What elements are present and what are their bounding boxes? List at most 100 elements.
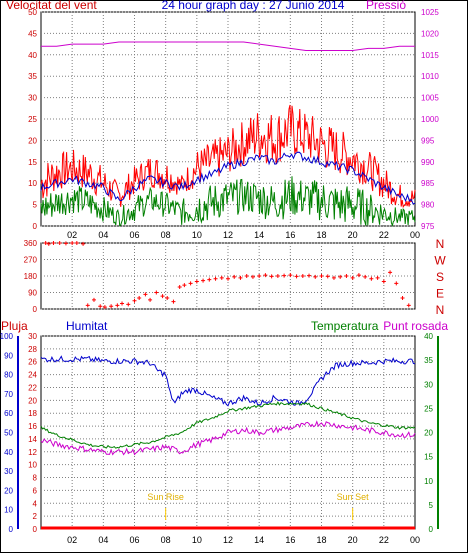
- wind-direction-point: [109, 304, 114, 309]
- wind-direction-point: [63, 241, 68, 246]
- temperature-tick-label: 35: [424, 356, 433, 365]
- pressure-tick-label: 995: [421, 136, 435, 145]
- rain-tick-label: 6: [33, 486, 38, 495]
- wind-direction-point: [294, 274, 299, 279]
- rain-tick-label: 18: [28, 409, 37, 418]
- wind-tick-label: 40: [28, 51, 37, 60]
- rain-tick-label: 0: [33, 525, 38, 534]
- wind-tick-label: 0: [33, 222, 38, 231]
- compass-label: N: [436, 237, 445, 251]
- temperature-label: Temperatura: [311, 319, 379, 333]
- rain-tick-label: 10: [28, 461, 37, 470]
- pressure-series: [41, 41, 415, 51]
- wind-direction-point: [344, 274, 349, 278]
- rain-tick-label: 14: [28, 435, 37, 444]
- wind-direction-point: [91, 297, 96, 302]
- rain-tick-label: 12: [28, 448, 37, 457]
- x-tick-label: 12: [223, 535, 233, 545]
- pressure-label: Pressió: [366, 0, 406, 12]
- wind-direction-point: [369, 276, 374, 281]
- wind-direction-point: [263, 273, 268, 278]
- pressure-tick-label: 1015: [421, 51, 439, 60]
- wind-direction-point: [143, 292, 148, 297]
- compass-label: S: [436, 270, 444, 284]
- humidity-tick-label: 10: [4, 506, 13, 515]
- wind-direction-point: [275, 274, 280, 278]
- dewpoint-label: Punt rosada: [383, 319, 448, 333]
- rain-label: Pluja: [1, 319, 28, 333]
- wind-tick-label: 50: [28, 8, 37, 17]
- chart-title: 24 hour graph day : 27 Junio 2014: [162, 0, 345, 12]
- wind-direction-point: [394, 281, 399, 286]
- wind-direction-point: [57, 241, 62, 245]
- wind-tick-label: 15: [28, 158, 37, 167]
- wind-speed-label: Velocitat del vent: [6, 0, 97, 12]
- wind-direction-point: [288, 273, 293, 278]
- wind-tick-label: 25: [28, 115, 37, 124]
- rain-tick-label: 4: [33, 499, 38, 508]
- wind-direction-point: [120, 301, 125, 306]
- wind-direction-point: [165, 296, 170, 300]
- temperature-tick-label: 10: [424, 477, 433, 486]
- wind-direction-point: [226, 276, 230, 281]
- x-tick-label: 06: [129, 230, 139, 240]
- humidity-series: [40, 355, 416, 407]
- wind-direction-point: [154, 290, 159, 295]
- wind-direction-point: [219, 275, 224, 280]
- wind-tick-label: 10: [28, 179, 37, 188]
- wind-direction-point: [300, 274, 305, 278]
- rain-tick-label: 24: [28, 371, 37, 380]
- marks-layer: [40, 41, 416, 530]
- wind-direction-point: [126, 302, 131, 307]
- wind-direction-point: [207, 277, 212, 282]
- direction-tick-label: 180: [24, 272, 38, 281]
- wind-direction-point: [363, 274, 368, 279]
- wind-direction-point: [171, 299, 176, 304]
- direction-tick-label: 90: [28, 289, 37, 298]
- compass-label: W: [434, 254, 446, 268]
- wind-direction-point: [406, 303, 411, 308]
- axis-layer: 0510152025303540455097598098599099510001…: [0, 8, 446, 545]
- humidity-label: Humitat: [66, 319, 108, 333]
- wind-direction-point: [325, 274, 330, 279]
- x-tick-label: 08: [161, 230, 171, 240]
- temperature-tick-label: 40: [424, 332, 433, 341]
- direction-tick-label: 0: [33, 305, 38, 314]
- x-tick-label: 08: [161, 535, 171, 545]
- wind-direction-point: [102, 305, 107, 310]
- wind-direction-point: [160, 294, 165, 299]
- rain-tick-label: 20: [28, 396, 37, 405]
- pressure-tick-label: 985: [421, 179, 435, 188]
- rain-tick-label: 22: [28, 383, 37, 392]
- wind-low-series: [40, 176, 416, 228]
- pressure-tick-label: 1025: [421, 8, 439, 17]
- wind-gust-series: [40, 104, 416, 209]
- pressure-tick-label: 1000: [421, 115, 439, 124]
- temperature-tick-label: 5: [429, 501, 434, 510]
- pressure-tick-label: 1010: [421, 72, 439, 81]
- x-tick-label: 04: [98, 230, 108, 240]
- wind-direction-point: [356, 273, 361, 278]
- wind-direction-point: [238, 275, 243, 280]
- wind-direction-point: [250, 274, 255, 279]
- x-tick-label: 18: [316, 230, 326, 240]
- rain-tick-label: 26: [28, 358, 37, 367]
- wind-direction-point: [201, 278, 206, 283]
- wind-direction-point: [232, 274, 237, 279]
- wind-direction-point: [381, 279, 386, 284]
- wind-direction-point: [98, 304, 103, 309]
- humidity-tick-label: 70: [4, 390, 13, 399]
- humidity-tick-label: 20: [4, 486, 13, 495]
- wind-direction-point: [81, 241, 86, 246]
- humidity-tick-label: 30: [4, 467, 13, 476]
- pressure-tick-label: 990: [421, 158, 435, 167]
- wind-direction-point: [319, 274, 324, 278]
- rain-tick-label: 8: [33, 474, 38, 483]
- wind-direction-point: [51, 241, 56, 245]
- temperature-tick-label: 25: [424, 404, 433, 413]
- temperature-tick-label: 20: [424, 429, 433, 438]
- direction-tick-label: 360: [24, 239, 38, 248]
- rain-tick-label: 28: [28, 345, 37, 354]
- x-tick-label: 02: [67, 230, 77, 240]
